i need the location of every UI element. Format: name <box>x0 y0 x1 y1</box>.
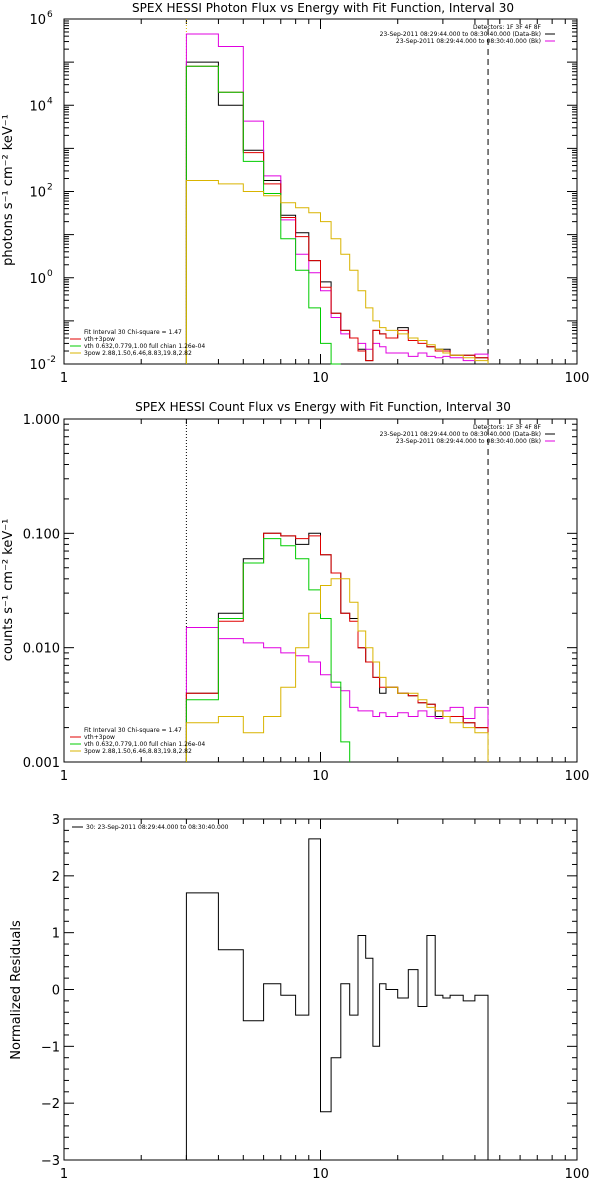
x-tick-label: 1 <box>60 1167 68 1182</box>
y-tick-label: 1 <box>52 927 60 942</box>
legend-bottom-text: 3pow 2.88,1.50,6.46,8.83,19.8,2.82 <box>84 350 192 357</box>
y-tick-exponent: 6 <box>47 10 53 20</box>
y-tick-label: 10 <box>29 99 46 114</box>
legend-top-text: 23-Sep-2011 08:29:44.000 to 08:30:40.000… <box>380 31 541 38</box>
series-vth <box>185 65 341 365</box>
x-tick-label: 100 <box>565 371 590 386</box>
legend-top-text: Detectors: 1F 3F 4F 8F <box>473 24 542 31</box>
series-vth <box>185 538 351 762</box>
y-tick-label: −1 <box>41 1040 60 1055</box>
legend-top-text: 23-Sep-2011 08:29:44.000 to 08:30:40.000… <box>380 431 541 438</box>
residuals-y-axis-label: Normalized Residuals <box>9 920 24 1060</box>
photon-chart-title: SPEX HESSI Photon Flux vs Energy with Fi… <box>132 1 514 15</box>
y-tick-label: 2 <box>52 870 60 885</box>
x-tick-label: 1 <box>60 769 68 784</box>
legend-bottom-text: Fit Interval 30 Chi-square = 1.47 <box>84 727 182 734</box>
series-30-23-sep-2011-08-29-44-000-to-08-30-40- <box>185 838 489 1160</box>
legend-bottom-text: Fit Interval 30 Chi-square = 1.47 <box>84 329 182 336</box>
y-tick-label: 0 <box>52 984 60 999</box>
legend-bottom-text: vth 0.632,0.779,1.00 full chian 1.26e-04 <box>84 343 205 350</box>
y-tick-label: 10 <box>29 13 46 28</box>
y-tick-exponent: 2 <box>47 183 53 193</box>
y-tick-exponent: 0 <box>47 269 53 279</box>
y-tick-label: 10 <box>29 272 46 287</box>
legend-top-text: Detectors: 1F 3F 4F 8F <box>473 424 542 431</box>
y-tick-label: 10 <box>29 186 46 201</box>
y-tick-exponent: 4 <box>47 96 53 106</box>
legend-bottom-text: vth+3pow <box>84 734 115 741</box>
series-3pow <box>185 180 489 364</box>
legend-bottom-text: 3pow 2.88,1.50,6.46,8.83,19.8,2.82 <box>84 748 192 755</box>
y-tick-label: 0.010 <box>23 642 60 657</box>
y-tick-label: 0.100 <box>23 527 60 542</box>
legend-top-text: 23-Sep-2011 08:29:44.000 to 08:30:40.000… <box>396 438 541 445</box>
photon-flux-chart: SPEX HESSI Photon Flux vs Energy with Fi… <box>1 1 589 386</box>
y-tick-label: −3 <box>41 1154 60 1169</box>
y-tick-label: 3 <box>52 813 60 828</box>
residuals-plot-area: 1 10 100 −3 −2 −1 0 1 2 3 30: 23-Sep-2011 08:29:44… <box>41 813 590 1182</box>
count-chart-title: SPEX HESSI Count Flux vs Energy with Fit… <box>135 400 511 414</box>
y-tick-label: −2 <box>41 1097 60 1112</box>
legend-top-text: 30: 23-Sep-2011 08:29:44.000 to 08:30:40… <box>86 824 229 831</box>
residuals-chart: Normalized Residuals 1 10 100 −3 −2 −1 0 1 2 3 30:… <box>9 813 589 1182</box>
legend-bottom-text: vth+3pow <box>84 336 115 343</box>
x-tick-label: 10 <box>312 769 329 784</box>
x-tick-label: 100 <box>565 1167 590 1182</box>
legend-top-text: 23-Sep-2011 08:29:44.000 to 08:30:40.000… <box>396 38 541 45</box>
series-vth-3pow <box>185 65 489 364</box>
x-tick-label: 100 <box>565 769 590 784</box>
y-tick-exponent: -2 <box>47 355 56 365</box>
x-tick-label: 1 <box>60 371 68 386</box>
y-tick-label: 0.001 <box>23 756 60 771</box>
series-3pow <box>185 578 489 762</box>
photon-y-axis-label: photons s⁻¹ cm⁻² keV⁻¹ <box>1 114 16 266</box>
x-tick-label: 10 <box>312 371 329 386</box>
y-tick-label: 10 <box>29 358 46 373</box>
count-plot-area: 1 10 100 0.001 0.010 0.100 1.000 Detectors: 1F … <box>23 413 590 784</box>
count-y-axis-label: counts s⁻¹ cm⁻² keV⁻¹ <box>1 519 16 662</box>
count-flux-chart: SPEX HESSI Count Flux vs Energy with Fit… <box>1 400 589 784</box>
legend-bottom-text: vth 0.632,0.779,1.00 full chian 1.26e-04 <box>84 741 205 748</box>
x-tick-label: 10 <box>312 1167 329 1182</box>
y-tick-label: 1.000 <box>23 413 60 428</box>
